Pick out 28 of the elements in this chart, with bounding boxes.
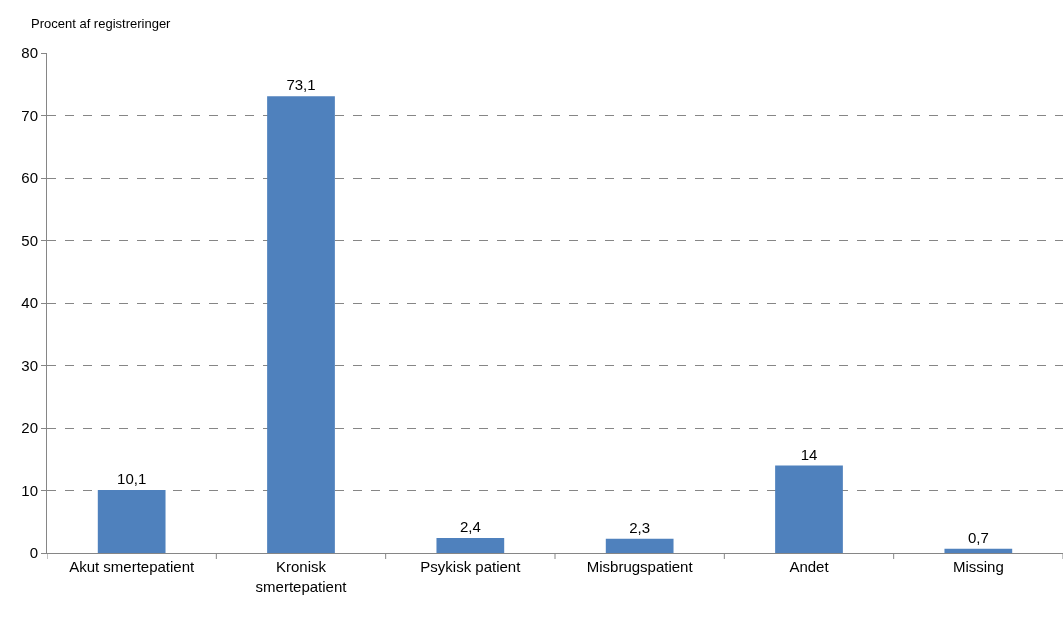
data-label: 0,7 bbox=[967, 528, 989, 546]
y-axis-title: Procent af registreringer bbox=[31, 16, 172, 31]
data-label: 14 bbox=[800, 445, 818, 463]
bar bbox=[775, 465, 843, 553]
data-label: 2,3 bbox=[629, 518, 651, 536]
y-tick-label: 30 bbox=[21, 356, 38, 374]
bar bbox=[944, 548, 1013, 553]
y-tick-label: 40 bbox=[21, 294, 38, 312]
y-tick-label: 10 bbox=[21, 481, 38, 499]
bar bbox=[97, 489, 166, 553]
x-tick-label: Missing bbox=[952, 558, 1004, 575]
y-tick-label: 50 bbox=[21, 231, 38, 249]
bar bbox=[267, 96, 335, 553]
x-tick-label: Kronisk smertepatient bbox=[255, 558, 348, 595]
x-tick-label: Psykisk patient bbox=[420, 558, 522, 575]
data-label: 10,1 bbox=[117, 469, 147, 487]
data-label: 2,4 bbox=[459, 518, 481, 535]
data-label: 73,1 bbox=[286, 76, 316, 94]
y-tick-label: 80 bbox=[21, 44, 38, 62]
bar bbox=[436, 538, 505, 553]
y-tick-label: 0 bbox=[29, 544, 38, 562]
y-tick-label: 70 bbox=[21, 106, 38, 124]
y-tick-label: 60 bbox=[21, 169, 38, 187]
x-tick-label: Akut smertepatient bbox=[69, 558, 196, 575]
x-tick-label: Misbrugspatient bbox=[586, 558, 694, 575]
bar bbox=[605, 538, 674, 553]
y-tick-label: 20 bbox=[21, 419, 38, 437]
x-tick-label: Andet bbox=[789, 558, 830, 575]
